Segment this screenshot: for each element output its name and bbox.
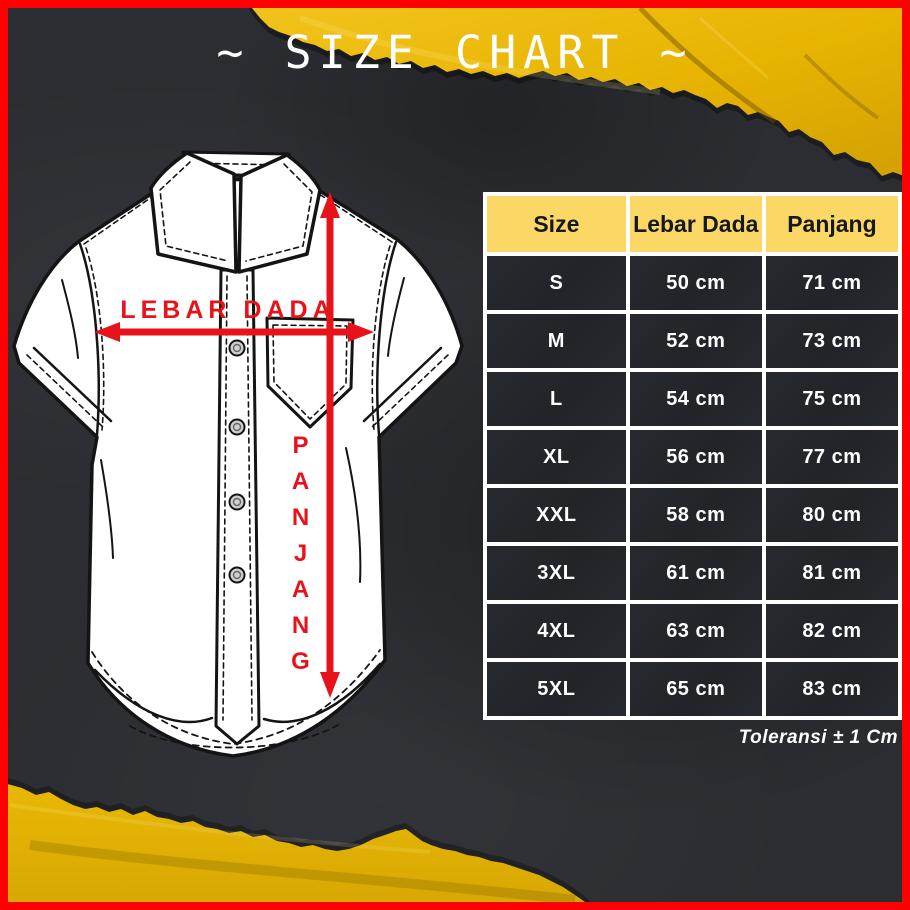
length-cell: 71 cm: [765, 256, 898, 310]
length-cell: 77 cm: [765, 430, 898, 484]
length-label: PANJANG: [287, 432, 314, 684]
collar-right-stitch: [245, 163, 313, 262]
tolerance-note: Toleransi ± 1 Cm: [738, 727, 898, 748]
length-cell: 75 cm: [765, 372, 898, 426]
bottom-torn-paper: [0, 782, 592, 910]
size-table: Size Lebar Dada Panjang S 50 cm 71 cm M …: [483, 192, 902, 720]
placket-stitching: [222, 275, 253, 721]
length-cell: 83 cm: [765, 662, 898, 716]
chest-cell: 63 cm: [629, 604, 762, 658]
fabric-creases: [61, 277, 405, 583]
sleeve-cuffs: [26, 346, 449, 429]
col-header-chest: Lebar Dada: [629, 196, 762, 252]
length-cell: 80 cm: [765, 488, 898, 542]
size-cell: XXL: [487, 488, 626, 542]
length-cell: 82 cm: [765, 604, 898, 658]
size-cell: L: [487, 372, 626, 426]
hem-stitching: [91, 649, 382, 749]
chest-width-label: LEBAR DADA: [120, 296, 336, 324]
collar-right-leaf: [237, 153, 322, 274]
chest-cell: 52 cm: [629, 314, 762, 368]
buttons: [228, 339, 246, 584]
page-title: ~ SIZE CHART ~: [216, 26, 694, 79]
collar-band-stitch: [187, 162, 285, 166]
col-header-size: Size: [487, 196, 626, 252]
size-cell: 3XL: [487, 546, 626, 600]
collar-left-leaf: [149, 151, 238, 274]
col-header-length: Panjang: [765, 196, 898, 252]
shirt-diagram: [12, 150, 464, 758]
chest-width-arrow: [94, 322, 374, 342]
top-paper-creases: [299, 6, 880, 125]
size-cell: M: [487, 314, 626, 368]
size-cell: 4XL: [487, 604, 626, 658]
chest-cell: 54 cm: [629, 372, 762, 426]
length-cell: 73 cm: [765, 314, 898, 368]
chest-cell: 56 cm: [629, 430, 762, 484]
size-cell: 5XL: [487, 662, 626, 716]
bottom-paper-creases: [9, 803, 576, 905]
size-cell: S: [487, 256, 626, 310]
collar-left-stitch: [159, 161, 229, 262]
top-torn-paper: [248, 0, 910, 178]
length-arrow: [320, 192, 340, 698]
size-cell: XL: [487, 430, 626, 484]
chest-cell: 58 cm: [629, 488, 762, 542]
chest-cell: 61 cm: [629, 546, 762, 600]
chest-cell: 65 cm: [629, 662, 762, 716]
length-cell: 81 cm: [765, 546, 898, 600]
chest-cell: 50 cm: [629, 256, 762, 310]
